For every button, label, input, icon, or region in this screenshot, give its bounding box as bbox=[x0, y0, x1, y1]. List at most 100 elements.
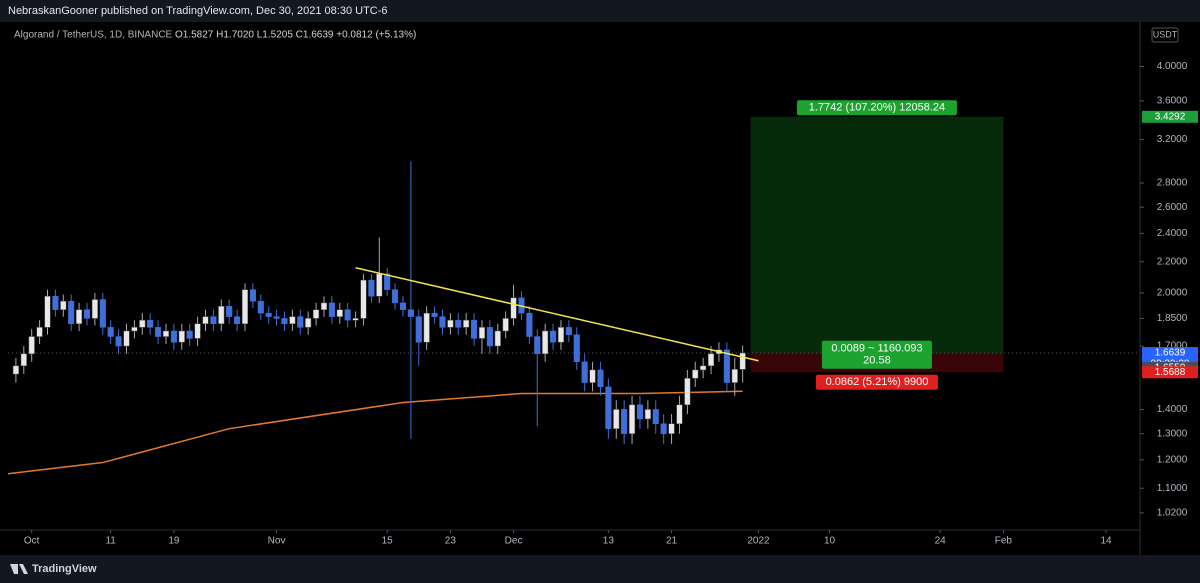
candle-body bbox=[313, 309, 320, 319]
candle-body bbox=[660, 423, 667, 434]
x-tick-label: 2022 bbox=[747, 536, 770, 547]
candle-body bbox=[597, 369, 604, 388]
candle-body bbox=[629, 404, 636, 434]
candle-body bbox=[226, 306, 233, 317]
candle-body bbox=[384, 273, 391, 290]
candle-body bbox=[305, 318, 312, 328]
candle-body bbox=[336, 309, 343, 317]
bottom-bar bbox=[0, 555, 1200, 583]
x-tick-label: 23 bbox=[445, 536, 457, 547]
price-tag bbox=[1142, 366, 1198, 379]
candle-body bbox=[234, 316, 241, 324]
candle-body bbox=[91, 299, 98, 319]
candle-body bbox=[162, 330, 170, 337]
ohlc: O1.5827 H1.7020 L1.5205 C1.6639 +0.0812 … bbox=[175, 30, 416, 41]
candle-body bbox=[60, 300, 67, 310]
currency: USDT bbox=[1153, 29, 1178, 39]
x-tick-label: 15 bbox=[382, 536, 394, 547]
symbol-title: Algorand / TetherUS, 1D, BINANCE bbox=[14, 30, 173, 41]
candle-body bbox=[328, 302, 335, 317]
candle-body bbox=[478, 327, 486, 339]
y-tick-label: 1.7000 bbox=[1157, 341, 1188, 352]
candle-body bbox=[297, 316, 304, 328]
candle-body bbox=[471, 319, 478, 339]
moving-average bbox=[7, 390, 743, 475]
candle-body bbox=[557, 327, 565, 343]
candle-body bbox=[399, 302, 407, 310]
candle-body bbox=[218, 306, 225, 324]
price-tag-label: 1.5688 bbox=[1155, 367, 1186, 378]
footer: TradingView bbox=[32, 563, 97, 575]
candle-body bbox=[407, 309, 414, 317]
candle-body bbox=[360, 279, 367, 319]
candle-body bbox=[589, 369, 596, 383]
candle-body bbox=[20, 353, 27, 367]
x-tick-label: 10 bbox=[824, 536, 836, 547]
candle-body bbox=[392, 289, 399, 304]
x-tick-label: Oct bbox=[24, 536, 40, 547]
candle-body bbox=[44, 295, 51, 328]
candle-body bbox=[502, 318, 509, 332]
candle-body bbox=[431, 312, 438, 317]
y-tick-label: 1.1000 bbox=[1157, 483, 1188, 494]
candle-body bbox=[621, 409, 628, 434]
candle-body bbox=[12, 365, 19, 375]
candle-body bbox=[423, 312, 430, 343]
candle-body bbox=[684, 378, 691, 406]
candle-body bbox=[257, 300, 264, 314]
y-tick-label: 3.6000 bbox=[1157, 96, 1188, 107]
candle-body bbox=[320, 302, 328, 310]
trendline bbox=[355, 267, 759, 362]
candle-body bbox=[581, 361, 588, 383]
x-tick-label: Feb bbox=[995, 536, 1013, 547]
currency-box bbox=[1151, 27, 1179, 43]
candle-body bbox=[455, 319, 462, 328]
candle-body bbox=[115, 336, 122, 347]
candle-body bbox=[526, 312, 533, 337]
candle-body bbox=[281, 318, 288, 324]
candle-body bbox=[439, 316, 446, 328]
candle-body bbox=[739, 352, 746, 370]
candle-body bbox=[344, 309, 351, 321]
candle-body bbox=[273, 316, 280, 319]
candle-body bbox=[708, 353, 715, 367]
candle-body bbox=[613, 409, 620, 429]
candle-body bbox=[155, 327, 162, 337]
candle-body bbox=[692, 369, 699, 379]
candle-body bbox=[139, 319, 146, 328]
candle-body bbox=[28, 336, 35, 355]
candle-body bbox=[486, 327, 493, 347]
candle-body bbox=[376, 273, 383, 297]
candle-body bbox=[605, 386, 612, 429]
candle-body bbox=[36, 327, 43, 337]
x-tick-label: 24 bbox=[935, 536, 947, 547]
candle-body bbox=[352, 318, 359, 321]
candle-body bbox=[83, 309, 91, 319]
candle-body bbox=[178, 330, 185, 343]
y-tick-label: 1.4000 bbox=[1157, 404, 1188, 415]
candle-body bbox=[463, 319, 470, 328]
candle-body bbox=[636, 404, 644, 420]
y-tick-label: 1.0200 bbox=[1157, 508, 1188, 519]
candle-body bbox=[700, 365, 707, 371]
candle-body bbox=[652, 409, 659, 425]
position-label: 0.0089 ~ 1160.093 bbox=[831, 343, 922, 355]
logo bbox=[10, 564, 28, 574]
candle-body bbox=[265, 312, 272, 317]
candle-body bbox=[210, 316, 217, 324]
y-tick-label: 2.2000 bbox=[1157, 256, 1188, 267]
price-tag bbox=[1142, 110, 1198, 123]
candle-body bbox=[494, 330, 501, 347]
candle-body bbox=[107, 327, 114, 337]
x-tick-label: 11 bbox=[105, 536, 116, 547]
price-tag-label: 1.6639 bbox=[1155, 348, 1186, 359]
y-tick-label: 2.0000 bbox=[1157, 288, 1188, 299]
y-tick-label: 2.6000 bbox=[1157, 202, 1188, 213]
candle-body bbox=[644, 409, 651, 420]
candle-body bbox=[68, 300, 75, 324]
x-tick-label: Nov bbox=[268, 536, 286, 547]
target-zone bbox=[750, 116, 1004, 354]
x-tick-label: 19 bbox=[168, 536, 180, 547]
candle-body bbox=[123, 330, 130, 347]
